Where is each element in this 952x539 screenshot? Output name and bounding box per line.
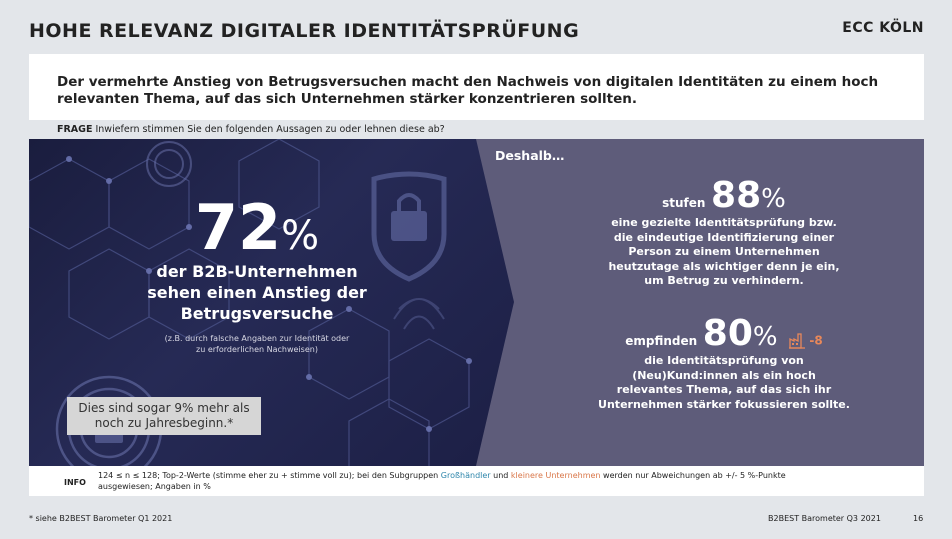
statement-line: der B2B-Unternehmen <box>156 262 358 281</box>
desc-line: die Identitätsprüfung von <box>644 354 804 367</box>
stat-88-verb: stufen <box>662 196 706 210</box>
question-text: Inwiefern stimmen Sie den folgenden Auss… <box>95 124 445 135</box>
note-line: (z.B. durch falsche Angaben zur Identitä… <box>164 334 350 343</box>
stat-80-delta-value: -8 <box>809 333 823 347</box>
callout-line: Dies sind sogar 9% mehr als <box>78 401 250 415</box>
desc-line: heutzutage als wichtiger denn je ein, <box>608 259 840 273</box>
info-text-part: werden nur Abweichungen ab +/- 5 %-Punkt… <box>603 471 786 480</box>
lead-box: Der vermehrte Anstieg von Betrugsversuch… <box>29 54 924 120</box>
info-label: INFO <box>64 478 86 487</box>
lead-text: Der vermehrte Anstieg von Betrugsversuch… <box>57 74 879 107</box>
infographic-panel: 72% der B2B-Unternehmen sehen einen Anst… <box>29 139 924 466</box>
desc-line: relevantes Thema, auf das sich ihr <box>616 383 832 396</box>
statement-line: Betrugsversuche <box>180 304 334 323</box>
desc-line: eine gezielte Identitätsprüfung bzw. <box>611 216 837 229</box>
stat-88-percent: % <box>761 184 786 214</box>
info-group-wholesaler: Großhändler <box>440 471 491 480</box>
callout-line: noch zu Jahresbeginn.* <box>94 416 234 430</box>
stat-88: stufen 88% eine gezielte Identitätsprüfu… <box>529 175 919 289</box>
stat-80-description: die Identitätsprüfung von (Neu)Kund:inne… <box>529 354 919 412</box>
statement-line: sehen einen Anstieg der <box>147 283 367 302</box>
stat-72-percent: % <box>281 213 320 259</box>
source-label: B2BEST Barometer Q3 2021 <box>768 514 881 523</box>
stat-80-verb: empfinden <box>625 334 698 348</box>
footnote: * siehe B2BEST Barometer Q1 2021 <box>29 514 173 523</box>
page-number: 16 <box>913 514 924 523</box>
info-text-part: und <box>493 471 509 480</box>
callout-box: Dies sind sogar 9% mehr als noch zu Jahr… <box>67 397 261 435</box>
question-label: FRAGE <box>57 124 93 135</box>
stat-72-note: (z.B. durch falsche Angaben zur Identitä… <box>29 333 485 355</box>
info-text-part: ausgewiesen; Angaben in % <box>98 482 211 491</box>
info-text-part: 124 ≤ n ≤ 128; Top-2-Werte (stimme eher … <box>98 471 439 480</box>
stat-88-value: 88 <box>711 175 762 216</box>
stat-80-percent: % <box>752 322 778 352</box>
stat-88-description: eine gezielte Identitätsprüfung bzw. die… <box>529 216 919 289</box>
stat-80-value: 80 <box>702 313 753 354</box>
stat-72-number: 72% <box>29 197 485 260</box>
brand-logo: ECC KÖLN <box>842 20 924 36</box>
stat-80: empfinden 80% -8 die Identitätsprüfung v… <box>529 313 919 412</box>
desc-line: um Betrug zu verhindern. <box>644 274 804 287</box>
desc-line: die eindeutige Identifizierung einer <box>613 230 835 244</box>
stat-72-statement: der B2B-Unternehmen sehen einen Anstieg … <box>29 261 485 324</box>
question: FRAGE Inwiefern stimmen Sie den folgende… <box>57 124 445 135</box>
stat-80-delta: -8 <box>789 332 823 349</box>
right-heading: Deshalb… <box>495 148 565 163</box>
factory-icon <box>789 332 806 349</box>
desc-line: (Neu)Kund:innen als ein hoch <box>632 368 816 382</box>
note-line: zu erforderlichen Nachweisen) <box>196 345 318 354</box>
stat-72-value: 72 <box>194 191 282 264</box>
desc-line: Unternehmen stärker fokussieren sollte. <box>598 397 850 411</box>
page-title: HOHE RELEVANZ DIGITALER IDENTITÄTSPRÜFUN… <box>29 20 580 42</box>
info-box: INFO 124 ≤ n ≤ 128; Top-2-Werte (stimme … <box>29 466 924 496</box>
info-text: 124 ≤ n ≤ 128; Top-2-Werte (stimme eher … <box>98 470 924 492</box>
info-group-small-companies: kleinere Unternehmen <box>510 471 601 480</box>
desc-line: Person zu einem Unternehmen <box>628 245 820 258</box>
